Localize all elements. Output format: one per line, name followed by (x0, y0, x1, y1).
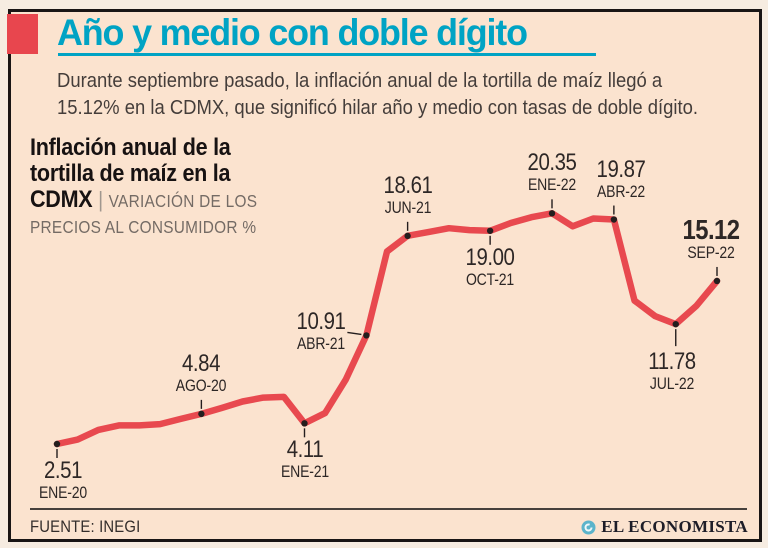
chart-heading: Inflación anual de la tortilla de maíz e… (30, 135, 257, 240)
point-value: 19.00 (465, 243, 515, 271)
data-point-label-jun21: 18.61 JUN-21 (383, 171, 433, 219)
point-value: 2.51 (43, 457, 82, 484)
headline-underline (58, 53, 596, 56)
point-month: ENE-20 (38, 484, 88, 502)
data-point-label-abr21: 10.91 ABR-21 (297, 310, 346, 355)
chart-subheading-part-1: VARIACIÓN DE LOS (108, 191, 258, 211)
data-point-label-ene22: 20.35 ENE-22 (528, 151, 577, 196)
point-value: 19.87 (596, 155, 646, 183)
point-month: ABR-21 (297, 335, 346, 354)
deck-line-1: Durante septiembre pasado, la inflación … (57, 69, 663, 92)
red-accent-square (7, 14, 38, 54)
point-month: ABR-22 (596, 182, 645, 201)
point-value: 11.78 (648, 348, 696, 376)
point-value: 10.91 (296, 308, 346, 336)
deck-line-2: 15.12% en la CDMX, que significó hilar a… (57, 96, 699, 119)
data-point-label-abr22: 19.87 ABR-22 (596, 155, 646, 203)
point-value: 4.84 (182, 349, 221, 377)
deck-text: Durante septiembre pasado, la inflación … (57, 67, 698, 121)
chart-heading-line-3: CDMX | VARIACIÓN DE LOS (30, 187, 257, 214)
point-month: JUL-22 (649, 375, 694, 394)
chart-heading-cdmx: CDMX (30, 186, 93, 213)
point-value: 15.12 (682, 213, 740, 245)
point-value: 4.11 (286, 436, 323, 464)
data-point-label-ene21: 4.11 ENE-21 (280, 438, 328, 483)
data-point-label-jul22: 11.78 JUL-22 (648, 348, 696, 395)
data-point-label-ene20: 2.51 ENE-20 (39, 459, 87, 504)
el-economista-globe-icon (581, 520, 596, 534)
point-month: SEP-22 (687, 243, 735, 262)
chart-subheading-part-2: PRECIOS AL CONSUMIDOR % (30, 217, 257, 237)
headline: Año y medio con doble dígito (57, 12, 528, 53)
publisher-brand: EL ECONOMISTA (581, 517, 748, 537)
point-month: ENE-22 (527, 176, 577, 195)
point-value: 18.61 (383, 171, 433, 199)
source-credit: FUENTE: INEGI (30, 518, 141, 536)
point-month: JUN-21 (384, 198, 431, 217)
heading-pipe-separator: | (98, 187, 103, 212)
data-point-label-ago20: 4.84 AGO-20 (176, 349, 227, 397)
data-point-label-oct21: 19.00 OCT-21 (465, 243, 515, 291)
point-value: 20.35 (527, 149, 577, 177)
point-month: ENE-21 (280, 463, 329, 482)
point-month: OCT-21 (466, 270, 515, 289)
point-month: AGO-20 (176, 376, 227, 395)
footer-divider (30, 508, 747, 510)
publisher-brand-name: EL ECONOMISTA (601, 517, 748, 536)
chart-heading-line-2: tortilla de maíz en la (30, 160, 231, 187)
chart-heading-line-1: Inflación anual de la (30, 134, 231, 161)
data-point-label-sep22: 15.12 SEP-22 (682, 213, 740, 264)
